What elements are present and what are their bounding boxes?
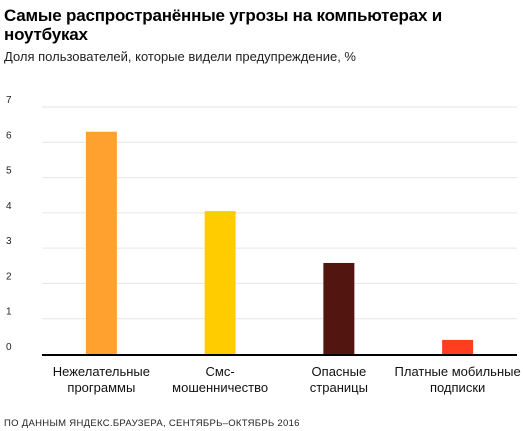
bar bbox=[442, 339, 474, 354]
category-label: страницы bbox=[310, 380, 368, 395]
category-label: Смс- bbox=[206, 364, 235, 379]
y-tick-label: 7 bbox=[6, 95, 12, 106]
y-tick-label: 6 bbox=[6, 130, 12, 141]
source-note: ПО ДАННЫМ ЯНДЕКС.БРАУЗЕРА, СЕНТЯБРЬ–ОКТЯ… bbox=[4, 418, 300, 429]
y-tick-label: 3 bbox=[6, 236, 12, 247]
category-label: подписки bbox=[430, 380, 485, 395]
bar bbox=[204, 211, 236, 354]
chart-subtitle: Доля пользователей, которые видели преду… bbox=[4, 49, 356, 64]
y-axis-tick-labels: 0 1 2 3 4 5 6 7 bbox=[6, 95, 12, 353]
y-tick-label: 0 bbox=[6, 342, 12, 353]
chart-title: Самые распространённые угрозы на компьют… bbox=[4, 6, 442, 44]
category-label: Опасные bbox=[312, 364, 367, 379]
category-label: Нежелательные bbox=[53, 364, 150, 379]
y-tick-label: 1 bbox=[6, 307, 12, 318]
y-tick-label: 4 bbox=[6, 201, 12, 212]
bar bbox=[85, 131, 117, 354]
bars bbox=[85, 131, 474, 354]
category-label: программы bbox=[67, 380, 135, 395]
category-label: Платные мобильные bbox=[395, 364, 521, 379]
bar bbox=[323, 262, 355, 354]
category-label: мошенничество bbox=[172, 380, 268, 395]
grid-lines bbox=[42, 106, 517, 320]
y-tick-label: 5 bbox=[6, 166, 12, 177]
y-tick-label: 2 bbox=[6, 271, 12, 282]
